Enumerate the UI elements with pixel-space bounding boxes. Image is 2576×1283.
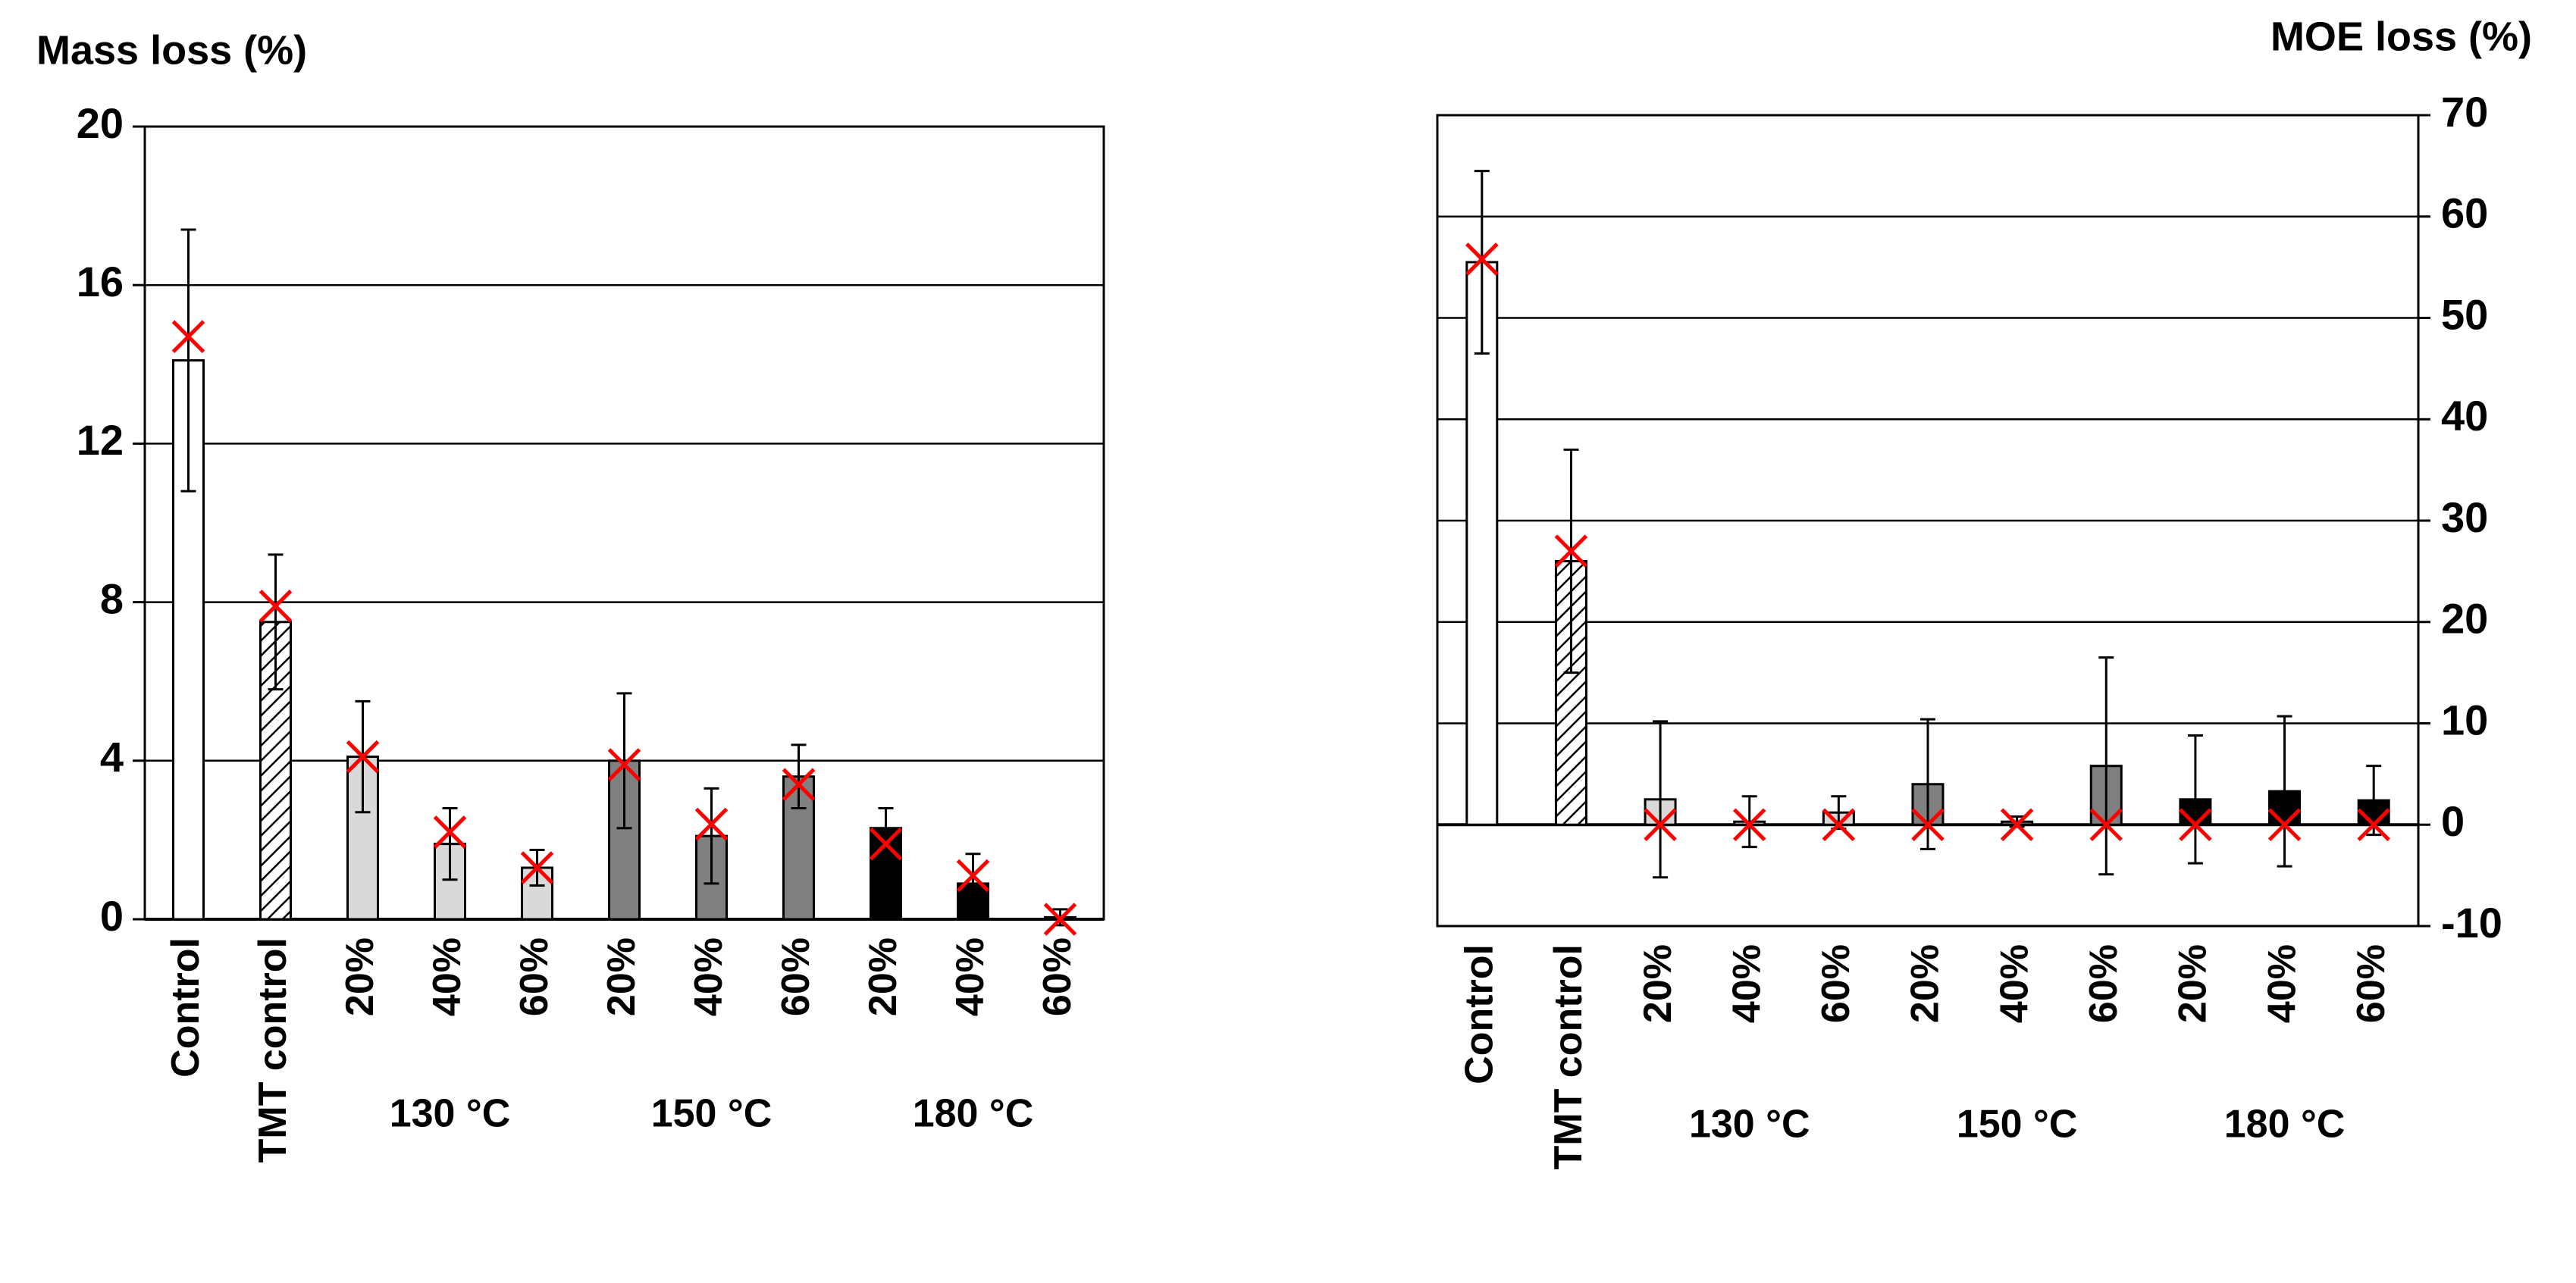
x-tick-label: 40%: [948, 937, 992, 1016]
x-marker: [1554, 534, 1588, 568]
y-tick-label: 40: [2441, 392, 2488, 440]
group-label: 130 °C: [390, 1092, 511, 1136]
x-marker: [1732, 808, 1766, 842]
x-marker: [2089, 808, 2123, 842]
x-marker-stroke: [1911, 808, 1945, 842]
x-marker: [694, 807, 729, 841]
x-tick-label: 40%: [2260, 944, 2304, 1023]
x-marker: [2179, 808, 2212, 842]
x-marker: [433, 815, 467, 849]
x-marker-stroke: [869, 827, 903, 861]
x-marker-stroke: [1644, 808, 1677, 842]
x-tick-label: 20%: [2171, 944, 2215, 1023]
x-marker: [2000, 808, 2034, 842]
x-marker-stroke: [1043, 903, 1077, 936]
x-marker-stroke: [956, 859, 990, 893]
x-tick-label: Control: [164, 937, 208, 1078]
group-label: 180 °C: [2224, 1103, 2346, 1147]
x-tick-label: 20%: [338, 937, 382, 1016]
x-marker-stroke: [259, 590, 293, 623]
group-label: 180 °C: [913, 1092, 1034, 1136]
x-marker: [956, 859, 990, 893]
x-marker: [1644, 808, 1677, 842]
x-tick-label: 40%: [1725, 944, 1769, 1023]
x-marker: [782, 768, 816, 801]
group-label: 130 °C: [1689, 1103, 1810, 1147]
y-tick-label: 10: [2441, 696, 2488, 743]
x-tick-label: 60%: [2082, 944, 2126, 1023]
chart: MOE loss (%) -10 0 10 20 30 40 50 60 70 Control TMT…: [1436, 14, 2532, 1170]
x-marker-stroke: [2000, 808, 2034, 842]
x-marker: [2267, 808, 2302, 842]
x-tick-label: 60%: [774, 937, 818, 1016]
x-tick-label: 40%: [687, 937, 731, 1016]
x-marker: [1911, 808, 1945, 842]
x-tick-label: TMT control: [251, 937, 295, 1163]
x-tick-label: 60%: [1814, 944, 1858, 1023]
y-tick-label: 16: [77, 258, 124, 305]
x-marker: [171, 320, 205, 353]
x-marker-stroke: [1732, 808, 1766, 842]
x-marker: [1465, 243, 1499, 276]
x-marker-stroke: [520, 851, 554, 884]
x-marker-stroke: [433, 815, 467, 849]
x-marker: [1043, 903, 1077, 936]
x-marker: [607, 748, 641, 781]
x-marker-stroke: [1822, 808, 1856, 842]
x-tick-label: 20%: [1636, 944, 1680, 1023]
x-marker-stroke: [2179, 808, 2212, 842]
x-marker-stroke: [1554, 534, 1588, 568]
x-marker: [2357, 808, 2390, 842]
y-tick-label: 30: [2441, 493, 2488, 541]
y-tick-label: 12: [77, 416, 124, 464]
y-axis-title: MOE loss (%): [2270, 14, 2532, 59]
x-tick-label: 40%: [1992, 944, 2036, 1023]
y-tick-label: 0: [100, 892, 124, 940]
x-marker: [259, 590, 293, 623]
y-tick-label: 70: [2441, 88, 2488, 136]
x-marker-stroke: [782, 768, 816, 801]
y-tick-label: 50: [2441, 290, 2488, 338]
group-label: 150 °C: [1957, 1103, 2078, 1147]
x-tick-label: TMT control: [1547, 944, 1590, 1170]
y-tick-label: 20: [77, 99, 124, 147]
y-tick-label: 8: [100, 574, 124, 622]
x-marker: [520, 851, 554, 884]
x-tick-label: 20%: [861, 937, 905, 1016]
x-marker-stroke: [171, 320, 205, 353]
x-tick-label: 20%: [600, 937, 644, 1016]
x-marker-stroke: [2089, 808, 2123, 842]
bar: [346, 756, 379, 921]
x-marker-stroke: [346, 740, 380, 774]
plot-frame: [1436, 114, 2420, 928]
y-tick-label: 20: [2441, 595, 2488, 643]
x-marker: [346, 740, 380, 774]
x-marker-stroke: [607, 748, 641, 781]
x-tick-label: 60%: [2349, 944, 2393, 1023]
x-marker-stroke: [1465, 243, 1499, 276]
x-marker: [1822, 808, 1856, 842]
x-marker-stroke: [2357, 808, 2390, 842]
y-tick-label: 4: [100, 734, 124, 781]
x-marker-stroke: [2267, 808, 2302, 842]
x-marker-stroke: [694, 807, 729, 841]
y-tick-label: 60: [2441, 189, 2488, 237]
x-tick-label: 60%: [1036, 937, 1080, 1016]
x-marker: [869, 827, 903, 861]
x-tick-label: 60%: [512, 937, 556, 1016]
group-label: 150 °C: [651, 1092, 772, 1136]
x-tick-label: 40%: [425, 937, 469, 1016]
chart: Mass loss (%) 0 4 8 12 16 20 Control TMT control…: [36, 27, 1105, 1163]
y-axis-title: Mass loss (%): [36, 27, 307, 73]
x-tick-label: Control: [1458, 944, 1502, 1084]
x-tick-label: 20%: [1904, 944, 1948, 1023]
y-tick-label: 0: [2441, 797, 2465, 845]
y-tick-label: -10: [2441, 899, 2502, 947]
